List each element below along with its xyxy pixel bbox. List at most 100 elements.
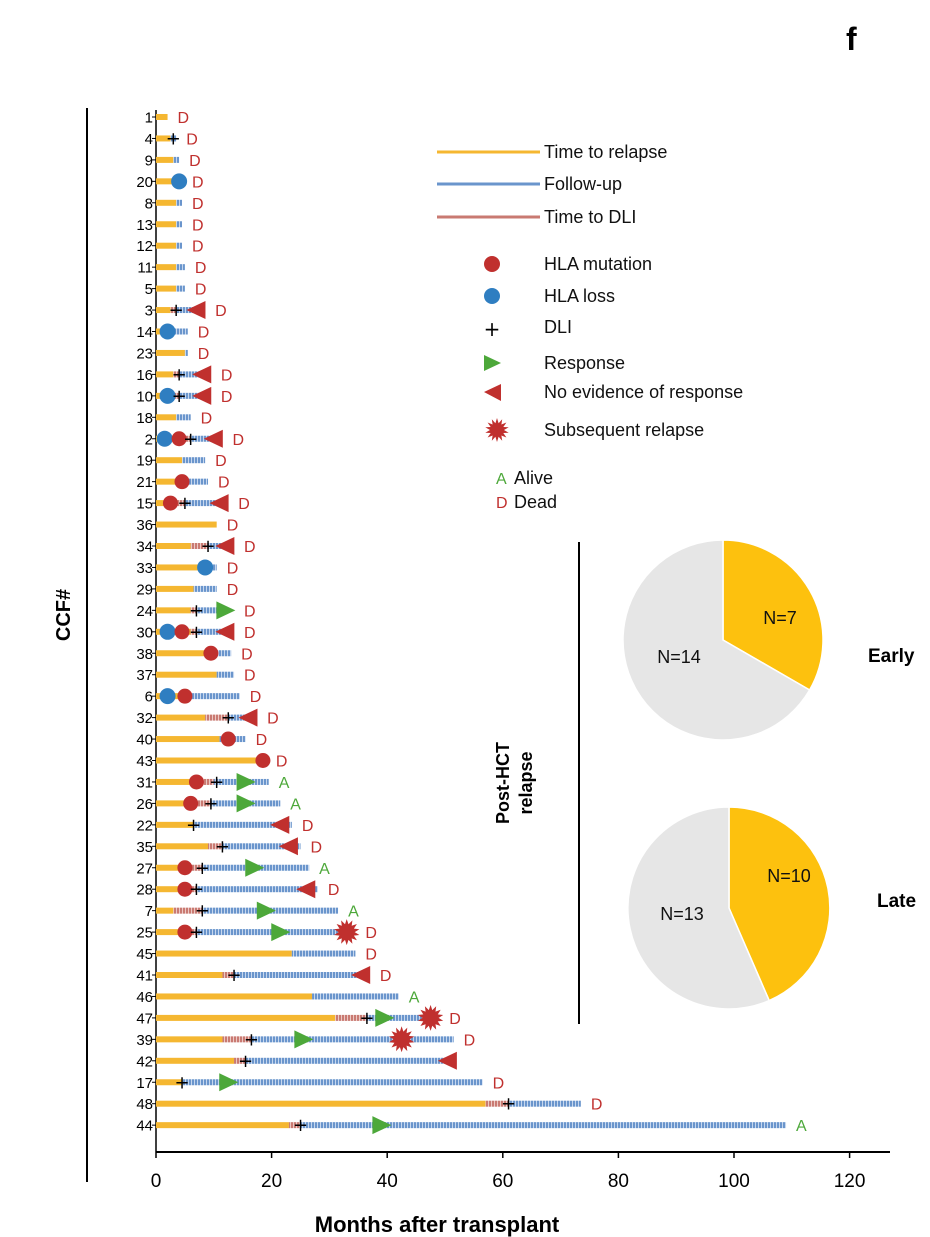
relapse-bar	[156, 950, 292, 957]
dli-marker: +	[172, 364, 187, 385]
relapse-bar	[156, 156, 174, 163]
relapse-bar	[156, 907, 174, 914]
patient-row: 40 D	[136, 731, 267, 749]
patient-row: 12 D	[136, 238, 203, 256]
relapse-bar	[156, 478, 183, 485]
response-marker	[216, 601, 236, 620]
followup-bar	[176, 307, 197, 314]
patient-id: 7	[145, 903, 153, 920]
patient-id: 5	[145, 281, 153, 298]
patient-id: 19	[136, 453, 153, 470]
followup-bar	[179, 371, 203, 378]
relapse-bar	[156, 821, 194, 828]
patient-id: 38	[136, 646, 153, 663]
relapse-bar	[156, 521, 217, 528]
x-axis-label: Months after transplant	[315, 1212, 560, 1237]
followup-bar	[300, 1122, 787, 1129]
response-marker	[294, 1030, 314, 1049]
followup-bar	[228, 714, 249, 721]
dli-marker: +	[244, 1029, 259, 1050]
dli-marker: +	[238, 1051, 253, 1072]
followup-bar	[170, 135, 177, 142]
status-label: D	[328, 882, 340, 899]
patient-id: 28	[136, 882, 153, 899]
legend-hla-loss-label: HLA loss	[544, 286, 615, 306]
patient-id: 48	[136, 1096, 153, 1113]
status-label: D	[195, 260, 207, 277]
relapse-bar	[156, 543, 191, 549]
dli-interval-bar	[190, 607, 197, 614]
patient-row: 16 + D	[136, 364, 232, 385]
patient-row: 46 A	[136, 989, 419, 1007]
patient-row: 7 + A	[145, 901, 359, 922]
status-label: D	[380, 968, 392, 985]
subsequent-relapse-marker	[417, 1004, 444, 1031]
patient-row: 47 + D	[136, 1004, 461, 1031]
legend-response-icon	[484, 355, 501, 371]
status-label: D	[276, 754, 288, 771]
patient-row: 35 + D	[136, 836, 322, 857]
patient-row: 22 + D	[136, 815, 313, 836]
subsequent-relapse-marker	[334, 919, 360, 946]
no-response-marker	[437, 1051, 457, 1070]
followup-bar	[184, 349, 188, 356]
dli-interval-bar	[288, 1122, 301, 1129]
dli-interval-bar	[335, 1014, 367, 1021]
followup-bar	[196, 886, 318, 893]
followup-bar	[173, 328, 188, 335]
no-response-marker	[296, 880, 316, 899]
relapse-bar	[156, 585, 194, 592]
pie-slice	[722, 539, 824, 692]
relapse-bar	[156, 714, 206, 721]
relapse-bar	[156, 972, 223, 978]
patient-id: 12	[136, 238, 153, 255]
no-response-marker	[209, 494, 229, 513]
x-ticks: 0 20 40 60 80 100 120	[151, 1152, 865, 1192]
dli-interval-bar	[190, 628, 197, 635]
hla-loss-marker	[159, 323, 176, 340]
patient-id: 14	[136, 324, 153, 341]
dli-marker: +	[209, 772, 224, 793]
patient-id: 1	[145, 110, 153, 127]
pie-group-label-line1: Post-HCT	[493, 742, 513, 824]
legend-no-response-icon	[484, 384, 501, 401]
response-marker	[236, 794, 256, 813]
patient-id: 47	[136, 1010, 153, 1027]
x-tick-label: 100	[718, 1171, 750, 1192]
patient-id: 17	[136, 1075, 153, 1092]
status-label: D	[192, 196, 204, 213]
patient-row: 48 + D	[136, 1094, 602, 1115]
dli-marker: +	[215, 836, 230, 857]
patient-id: 8	[145, 195, 153, 212]
patient-row: 23 D	[136, 345, 209, 363]
x-tick-label: 60	[492, 1171, 513, 1192]
status-label: D	[192, 174, 204, 191]
legend-relapse-label: Time to relapse	[544, 142, 667, 162]
followup-bar	[508, 1100, 581, 1107]
status-label: D	[244, 539, 256, 556]
patient-rows: 1 D4 + D9 D20 D8 D13 D12 D11 D5 D3 + D14 D23 D16 + D10 + D…	[136, 110, 807, 1137]
relapse-bar	[156, 1057, 235, 1064]
legend-hla-mutation-label: HLA mutation	[544, 254, 652, 274]
hla-mutation-marker	[203, 645, 219, 661]
status-label: A	[796, 1118, 807, 1135]
no-response-marker	[192, 365, 212, 384]
relapse-bar	[156, 993, 313, 1000]
dli-marker: +	[174, 1072, 189, 1093]
patient-id: 15	[136, 496, 153, 513]
legend-alive-code: A	[496, 471, 507, 488]
no-response-marker	[270, 815, 290, 834]
followup-bar	[222, 843, 301, 850]
pie-slice	[728, 806, 831, 1002]
response-marker	[219, 1073, 239, 1092]
legend-dli-label: DLI	[544, 317, 572, 337]
relapse-bar	[156, 242, 177, 249]
patient-id: 45	[136, 946, 153, 963]
relapse-bar	[156, 1014, 336, 1021]
relapse-bar	[156, 886, 185, 893]
status-label: A	[279, 775, 290, 792]
patient-id: 43	[136, 753, 153, 770]
patient-id: 40	[136, 732, 153, 749]
status-label: D	[493, 1075, 505, 1092]
